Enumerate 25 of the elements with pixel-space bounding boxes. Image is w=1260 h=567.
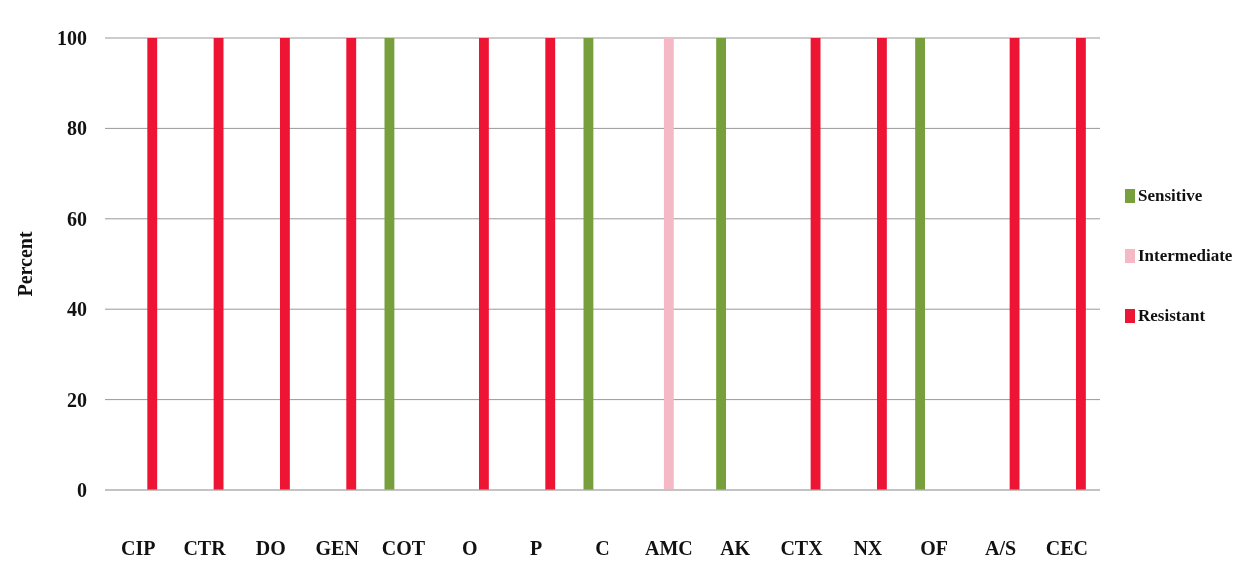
x-tick-label: GEN: [315, 537, 360, 559]
legend-label: Resistant: [1138, 306, 1206, 325]
y-tick-label: 40: [67, 298, 87, 321]
legend-label: Sensitive: [1138, 186, 1203, 205]
y-tick-label: 80: [67, 117, 87, 140]
x-tick-label: C: [595, 537, 610, 559]
x-tick-label: OF: [920, 537, 949, 559]
legend-label: Intermediate: [1138, 246, 1233, 265]
y-tick-label: 20: [67, 388, 87, 411]
y-tick-label: 100: [57, 27, 87, 49]
x-tick-label: NX: [853, 537, 883, 559]
y-axis-title: Percent: [14, 231, 36, 297]
x-tick-label: CTX: [780, 537, 824, 559]
y-tick-label: 60: [67, 207, 87, 230]
x-tick-label: CTR: [183, 537, 227, 559]
x-tick-label: CEC: [1045, 537, 1088, 559]
y-tick-label: 0: [77, 479, 87, 501]
x-tick-label: COT: [381, 537, 426, 559]
x-tick-label: DO: [255, 537, 286, 559]
x-tick-label: CIP: [120, 537, 156, 559]
x-tick-label: P: [530, 537, 543, 559]
x-tick-label: AMC: [644, 537, 693, 559]
x-tick-label: O: [462, 537, 478, 559]
x-tick-label: AK: [720, 537, 751, 559]
x-tick-label: A/S: [984, 537, 1017, 559]
